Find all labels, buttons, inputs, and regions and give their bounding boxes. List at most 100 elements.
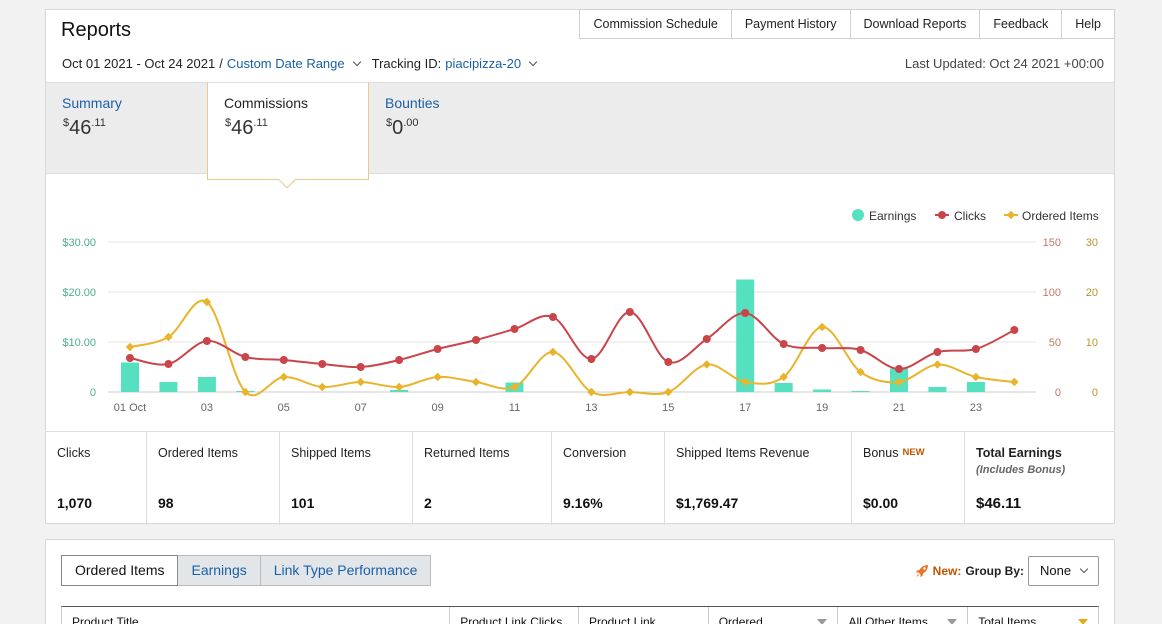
metric-bonus: Bonus NEW $0.00 [852, 432, 965, 525]
x-axis-tick: 07 [355, 402, 367, 414]
date-range-separator: / [219, 56, 223, 71]
metric-label: Returned Items [424, 446, 510, 460]
x-axis-tick: 05 [278, 402, 290, 414]
tab-summary-label[interactable]: Summary [62, 95, 122, 111]
ordered-items-point [433, 372, 442, 382]
col-product-title[interactable]: Product Title [62, 607, 451, 624]
col-all-other-items[interactable]: All Other Items [838, 607, 969, 624]
metric-value: $1,769.47 [676, 495, 739, 511]
left-axis-tick: $10.00 [62, 337, 96, 349]
ordered-items-point [510, 382, 519, 392]
new-badge: NEW [902, 447, 925, 458]
col-product-link[interactable]: Product Link [579, 607, 709, 624]
tab-commissions[interactable]: Commissions $46.11 [207, 83, 369, 189]
report-summary-card: Reports Commission Schedule Payment Hist… [45, 9, 1115, 525]
detail-tabs: Ordered Items Earnings Link Type Perform… [61, 555, 432, 586]
metric-label: Total Earnings [976, 446, 1062, 460]
earnings-bar [197, 377, 216, 392]
x-axis-tick: 13 [585, 402, 597, 414]
col-total-items[interactable]: Total Items [968, 607, 1098, 624]
bounties-amount: $0.00 [386, 117, 419, 139]
clicks-point [202, 337, 211, 345]
metric-label: Ordered Items [158, 446, 238, 460]
earnings-bar [736, 279, 755, 392]
metric-shipped-revenue: Shipped Items Revenue $1,769.47 [665, 432, 852, 525]
metric-label: Shipped Items [291, 446, 371, 460]
tab-bounties-label[interactable]: Bounties [385, 95, 440, 111]
date-range-text: Oct 01 2021 - Oct 24 2021 [62, 56, 216, 71]
clicks-point [1010, 326, 1019, 334]
clicks-point [395, 356, 404, 364]
metrics-row: Clicks 1,070 Ordered Items 98 Shipped It… [46, 431, 1114, 525]
tab-summary[interactable]: Summary $46.11 [46, 83, 207, 175]
ordered-items-point [1010, 377, 1019, 387]
metric-label: Shipped Items Revenue [676, 446, 810, 460]
ordered-items-line [129, 299, 1015, 397]
ordered-axis-tick: 0 [1092, 387, 1098, 399]
ordered-items-point [587, 387, 596, 397]
earnings-bar [966, 382, 985, 392]
group-by-select[interactable]: None [1028, 556, 1099, 586]
clicks-point [318, 360, 327, 368]
metric-sublabel: (Includes Bonus) [976, 464, 1066, 476]
ordered-items-point [740, 377, 750, 387]
ordered-items-point [356, 377, 365, 387]
col-ordered[interactable]: Ordered [709, 607, 839, 624]
ordered-items-point [894, 377, 904, 387]
tab-earnings[interactable]: Earnings [178, 555, 261, 586]
clicks-point [741, 309, 750, 317]
page-title: Reports [61, 19, 132, 41]
chevron-down-icon[interactable] [528, 57, 538, 67]
tracking-id-label: Tracking ID: [371, 56, 442, 71]
clicks-axis-tick: 0 [1055, 387, 1061, 399]
legend-ordered-icon [1006, 210, 1016, 220]
help-link[interactable]: Help [1062, 9, 1115, 39]
metric-shipped-items: Shipped Items 101 [280, 432, 413, 525]
left-axis-tick: 0 [90, 387, 96, 399]
filter-row: Oct 01 2021 - Oct 24 2021 / Custom Date … [62, 56, 544, 71]
ordered-items-point [279, 372, 289, 382]
x-axis-tick: 15 [662, 402, 674, 414]
custom-date-range-dropdown[interactable]: Custom Date Range [226, 56, 345, 71]
legend-earnings-label: Earnings [869, 209, 916, 223]
col-product-link-clicks[interactable]: Product Link Clicks [450, 607, 579, 624]
clicks-point [279, 356, 288, 364]
ordered-items-point [625, 387, 635, 397]
top-nav: Commission Schedule Payment History Down… [579, 9, 1115, 39]
tracking-id-dropdown[interactable]: piacipizza-20 [445, 56, 522, 71]
tab-link-type-performance[interactable]: Link Type Performance [260, 555, 432, 586]
summary-amount: $46.11 [63, 117, 106, 139]
sort-caret-icon[interactable] [1078, 619, 1089, 624]
legend-ordered-label: Ordered Items [1022, 209, 1099, 223]
earnings-bar [813, 389, 832, 392]
clicks-point [702, 335, 711, 343]
commission-schedule-link[interactable]: Commission Schedule [579, 9, 732, 39]
x-axis-tick: 21 [893, 402, 905, 414]
clicks-line [129, 310, 1015, 371]
ordered-items-point [933, 360, 942, 369]
clicks-point [587, 355, 596, 363]
clicks-point [856, 346, 865, 354]
tab-bounties[interactable]: Bounties $0.00 [369, 83, 529, 175]
metric-total-earnings: Total Earnings (Includes Bonus) $46.11 [965, 432, 1114, 525]
clicks-point [818, 344, 827, 352]
earnings-bar [928, 387, 947, 392]
earnings-bar [159, 382, 178, 392]
clicks-point [625, 308, 634, 316]
metric-value: $0.00 [863, 495, 899, 511]
metric-ordered-items: Ordered Items 98 [147, 432, 280, 525]
clicks-axis-tick: 150 [1043, 237, 1061, 249]
chevron-down-icon[interactable] [352, 57, 361, 67]
download-reports-link[interactable]: Download Reports [850, 9, 981, 39]
tab-ordered-items[interactable]: Ordered Items [61, 555, 179, 586]
sort-caret-icon[interactable] [947, 619, 958, 624]
clicks-point [433, 345, 442, 353]
x-axis-tick: 01 Oct [114, 402, 146, 414]
payment-history-link[interactable]: Payment History [731, 9, 851, 39]
ordered-items-point [548, 347, 558, 357]
sort-caret-icon[interactable] [817, 619, 828, 624]
tab-commissions-label[interactable]: Commissions [224, 95, 309, 111]
feedback-link[interactable]: Feedback [980, 9, 1063, 39]
left-axis-tick: $20.00 [62, 287, 96, 299]
metric-clicks: Clicks 1,070 [46, 432, 147, 525]
